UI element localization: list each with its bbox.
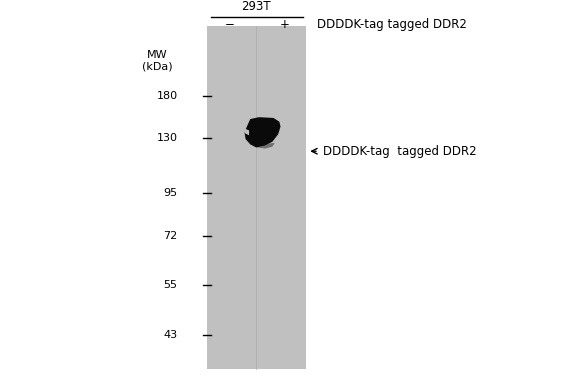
Text: MW
(kDa): MW (kDa) xyxy=(142,50,172,71)
Text: DDDDK-tag  tagged DDR2: DDDDK-tag tagged DDR2 xyxy=(323,145,477,158)
Text: 293T: 293T xyxy=(242,0,271,13)
FancyBboxPatch shape xyxy=(207,26,306,369)
Text: 72: 72 xyxy=(164,231,178,241)
Text: 55: 55 xyxy=(164,280,178,290)
Polygon shape xyxy=(244,129,249,135)
Text: 43: 43 xyxy=(164,330,178,339)
Polygon shape xyxy=(251,143,275,149)
Text: DDDDK-tag tagged DDR2: DDDDK-tag tagged DDR2 xyxy=(317,18,467,31)
Text: 95: 95 xyxy=(164,188,178,198)
Text: 180: 180 xyxy=(157,91,178,101)
Text: +: + xyxy=(281,18,290,31)
Polygon shape xyxy=(244,117,281,147)
Text: −: − xyxy=(225,18,235,31)
Text: 130: 130 xyxy=(157,133,178,143)
